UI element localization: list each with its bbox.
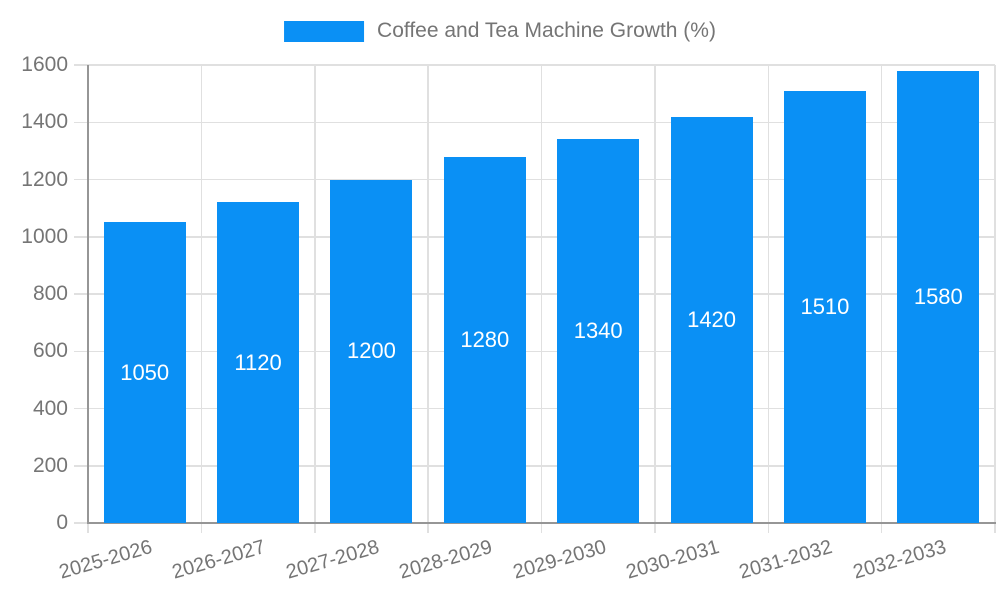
x-axis-tick-label: 2030-2031	[623, 536, 722, 584]
x-axis-tick-mark	[314, 523, 316, 533]
bar-value-label: 1200	[346, 338, 396, 364]
y-axis-tick-mark	[74, 465, 88, 467]
gridline-vertical	[654, 65, 656, 523]
bar-value-label: 1050	[120, 359, 170, 385]
x-axis-tick-label: 2025-2026	[56, 536, 155, 584]
x-axis-tick-label: 2029-2030	[510, 536, 609, 584]
bar-2028-2029[interactable]: 1280	[443, 156, 526, 523]
x-axis-tick-mark	[654, 523, 656, 533]
y-axis-tick-mark	[74, 522, 88, 524]
legend-label: Coffee and Tea Machine Growth (%)	[377, 19, 716, 42]
bar-value-label: 1120	[234, 349, 282, 375]
x-axis-tick-label: 2026-2027	[170, 536, 269, 584]
gridline-vertical	[427, 65, 429, 523]
gridline-vertical	[994, 65, 996, 523]
y-axis-tick-mark	[74, 178, 88, 181]
x-axis-tick-mark	[880, 523, 883, 533]
legend-item[interactable]: Coffee and Tea Machine Growth (%)	[284, 19, 716, 43]
y-axis-tick-mark	[74, 236, 88, 238]
y-axis-tick-label: 400	[32, 396, 68, 420]
legend-swatch	[284, 20, 365, 42]
gridline-vertical	[880, 65, 883, 523]
y-axis-tick-label: 1600	[21, 53, 68, 76]
gridline-vertical	[540, 65, 543, 523]
y-axis-tick-label: 200	[32, 453, 68, 477]
x-axis-tick-mark	[767, 523, 769, 533]
bar-value-label: 1510	[800, 293, 850, 319]
y-axis-tick-label: 1400	[21, 110, 68, 134]
gridline-vertical	[314, 65, 316, 523]
y-axis-tick-mark	[74, 121, 88, 123]
bar-2029-2030[interactable]: 1340	[557, 139, 640, 523]
bar-2026-2027[interactable]: 1120	[217, 202, 300, 523]
y-axis-tick-label: 600	[32, 339, 68, 363]
gridline-vertical	[767, 65, 769, 523]
bar-value-label: 1580	[913, 283, 963, 309]
bar-2025-2026[interactable]: 1050	[103, 222, 186, 523]
gridline-horizontal	[88, 64, 995, 66]
x-axis-tick-mark	[87, 523, 89, 533]
x-axis-tick-label: 2031-2032	[736, 536, 836, 584]
bar-value-label: 1340	[573, 318, 623, 344]
bar-value-label: 1280	[460, 326, 510, 352]
x-axis-tick-label: 2027-2028	[283, 536, 382, 584]
x-axis-tick-mark	[200, 523, 203, 533]
y-axis-line	[87, 65, 89, 523]
y-axis-tick-mark	[74, 64, 88, 66]
gridline-vertical	[200, 65, 203, 523]
x-axis-tick-label: 2032-2033	[850, 536, 949, 584]
y-axis-tick-mark	[74, 293, 88, 295]
bar-2027-2028[interactable]: 1200	[330, 179, 413, 523]
bar-value-label: 1420	[687, 306, 737, 332]
y-axis-tick-label: 0	[56, 511, 68, 534]
x-axis-tick-mark	[427, 523, 429, 533]
bar-2032-2033[interactable]: 1580	[897, 70, 980, 523]
x-axis-tick-mark	[540, 523, 543, 533]
y-axis-tick-mark	[74, 407, 88, 410]
y-axis-tick-label: 800	[32, 282, 68, 305]
bar-2031-2032[interactable]: 1510	[783, 90, 866, 523]
x-axis-tick-mark	[994, 523, 996, 533]
y-axis-tick-mark	[74, 350, 88, 352]
y-axis-tick-label: 1000	[21, 224, 68, 248]
y-axis-tick-label: 1200	[21, 167, 68, 191]
x-axis-tick-label: 2028-2029	[396, 536, 495, 584]
bar-2030-2031[interactable]: 1420	[670, 116, 753, 523]
